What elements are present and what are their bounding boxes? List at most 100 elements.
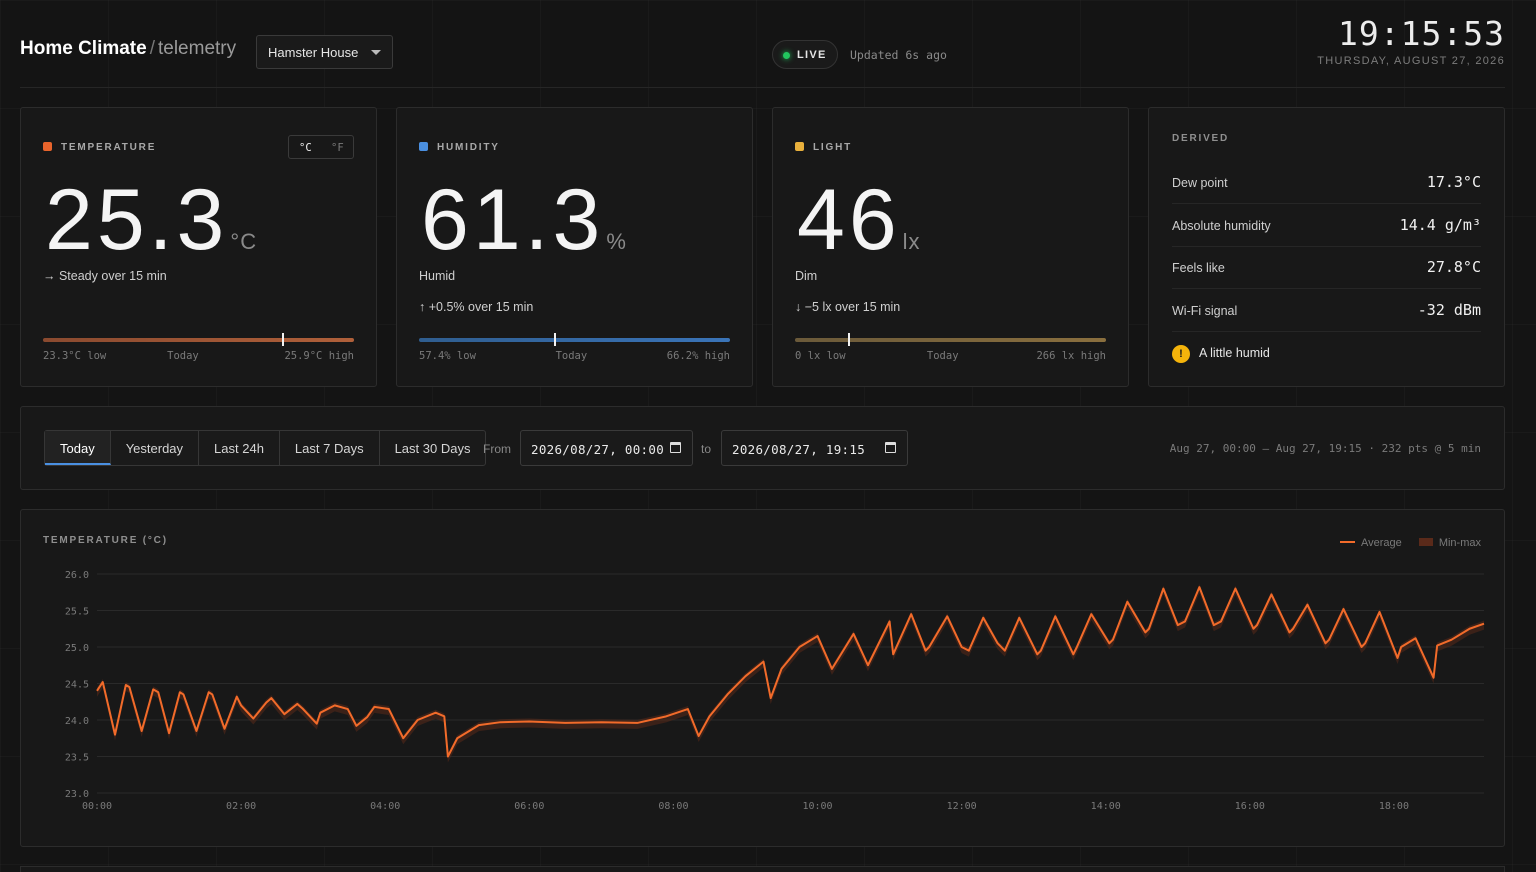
live-label: LIVE — [797, 49, 827, 61]
temperature-range-bar — [43, 333, 354, 346]
temperature-range-mid: Today — [167, 350, 199, 362]
humidity-title-text: HUMIDITY — [437, 142, 500, 153]
derived-title: DERIVED — [1172, 133, 1230, 144]
derived-row-wifi-signal: Wi-Fi signal -32 dBm — [1172, 289, 1481, 332]
from-datetime-value: 2026/08/27, 00:00 — [531, 442, 665, 457]
derived-value: 14.4 g/m³ — [1399, 216, 1481, 234]
next-card-edge — [20, 866, 1505, 872]
temperature-value-row: 25.3°C — [45, 170, 257, 292]
tab-last-24h[interactable]: Last 24h — [199, 431, 280, 465]
derived-value: 17.3°C — [1426, 173, 1481, 191]
temperature-title: TEMPERATURE — [43, 142, 156, 153]
temperature-swatch-icon — [43, 142, 52, 151]
chart-legend: Average Min-max — [1339, 537, 1481, 549]
light-unit: lx — [902, 229, 921, 254]
humidity-value: 61.3 — [421, 172, 605, 268]
temperature-chart-card: TEMPERATURE (°C) Average Min-max 26.0 25.… — [20, 509, 1505, 847]
x-tick-label: 02:00 — [226, 801, 256, 812]
humidity-swatch-icon — [419, 142, 428, 151]
y-tick-label: 25.5 — [65, 607, 89, 618]
chevron-down-icon — [371, 50, 381, 55]
x-tick-label: 18:00 — [1379, 801, 1409, 812]
temperature-range-marker — [282, 333, 285, 346]
calendar-icon[interactable] — [670, 442, 681, 453]
light-value-row: 46lx — [797, 170, 921, 292]
humidity-value-row: 61.3% — [421, 170, 627, 292]
derived-value: -32 dBm — [1417, 301, 1481, 319]
light-title-text: LIGHT — [813, 142, 852, 153]
humidity-unit: % — [606, 229, 627, 254]
average-series-line — [96, 586, 1485, 758]
temperature-chart[interactable]: 26.0 25.5 25.0 24.5 24.0 23.5 23.000:00 02:00 04… — [21, 510, 1506, 848]
calendar-icon[interactable] — [885, 442, 896, 453]
tab-last-7-days[interactable]: Last 7 Days — [280, 431, 380, 465]
humidity-trend: ↑ +0.5% over 15 min — [419, 300, 534, 314]
temperature-value: 25.3 — [45, 172, 229, 268]
location-select-value: Hamster House — [268, 45, 359, 60]
y-tick-label: 24.5 — [65, 680, 89, 691]
y-tick-label: 26.0 — [65, 570, 89, 581]
light-range-mid: Today — [926, 350, 959, 362]
warning-text: A little humid — [1199, 346, 1270, 360]
app-title: Home Climate — [20, 38, 147, 59]
x-tick-label: 10:00 — [802, 801, 832, 812]
humidity-warning: ! A little humid — [1172, 345, 1270, 363]
temperature-card: TEMPERATURE °C °F 25.3°C → Steady over 1… — [20, 107, 377, 387]
tab-yesterday[interactable]: Yesterday — [111, 431, 200, 465]
humidity-range-marker — [554, 333, 557, 346]
derived-label: Feels like — [1172, 261, 1225, 275]
range-summary: Aug 27, 00:00 — Aug 27, 19:15 · 232 pts … — [1169, 442, 1481, 455]
app-subtitle: telemetry — [157, 38, 237, 59]
humidity-status: Humid — [419, 269, 456, 283]
derived-row-dew-point: Dew point 17.3°C — [1172, 161, 1481, 204]
derived-card: DERIVED Dew point 17.3°C Absolute humidi… — [1148, 107, 1505, 387]
x-tick-label: 08:00 — [658, 801, 688, 812]
to-datetime-input[interactable]: 2026/08/27, 19:15 — [721, 430, 908, 466]
light-card: LIGHT 46lx Dim ↓ −5 lx over 15 min 0 lx … — [772, 107, 1129, 387]
x-tick-label: 16:00 — [1235, 801, 1265, 812]
location-select[interactable]: Hamster House — [256, 35, 393, 69]
x-tick-label: 04:00 — [370, 801, 400, 812]
light-range-marker — [847, 333, 850, 346]
light-high: 266 lx high — [1036, 350, 1106, 362]
unit-celsius-button[interactable]: °C — [299, 142, 312, 154]
legend-average-swatch — [1339, 541, 1355, 543]
humidity-range-bar — [419, 333, 730, 346]
unit-toggle: °C °F — [288, 135, 354, 159]
tab-last-30-days[interactable]: Last 30 Days — [394, 441, 471, 456]
to-label: to — [701, 442, 712, 456]
light-value: 46 — [797, 172, 901, 268]
range-toolbar: Today Yesterday Last 24h Last 7 Days Las… — [20, 406, 1505, 490]
clock: 19:15:53 — [1338, 14, 1505, 53]
app-header: Home Climate / telemetry Hamster House LIV… — [20, 0, 1505, 88]
temperature-trend: → Steady over 15 min — [43, 269, 167, 283]
humidity-range-mid: Today — [555, 350, 588, 362]
legend-minmax: Min-max — [1438, 537, 1481, 549]
derived-value: 27.8°C — [1426, 258, 1481, 276]
temperature-unit: °C — [230, 229, 258, 254]
humidity-high: 66.2% high — [666, 350, 730, 362]
temperature-high: 25.9°C high — [284, 350, 354, 362]
humidity-card: HUMIDITY 61.3% Humid ↑ +0.5% over 15 min… — [396, 107, 753, 387]
derived-label: Dew point — [1172, 176, 1228, 190]
updated-text: Updated 6s ago — [850, 48, 947, 62]
tab-today[interactable]: Today — [45, 431, 111, 465]
y-tick-label: 24.0 — [65, 716, 89, 727]
brand: Home Climate / telemetry — [20, 38, 236, 60]
from-datetime-input[interactable]: 2026/08/27, 00:00 — [520, 430, 693, 466]
y-tick-label: 25.0 — [65, 643, 89, 654]
x-tick-label: 14:00 — [1091, 801, 1121, 812]
temperature-title-text: TEMPERATURE — [61, 142, 157, 153]
legend-minmax-swatch — [1418, 538, 1433, 546]
light-status: Dim — [795, 269, 818, 283]
x-tick-label: 12:00 — [947, 801, 977, 812]
light-low: 0 lx low — [795, 350, 846, 362]
date-label: THURSDAY, AUGUST 27, 2026 — [1317, 55, 1505, 67]
warning-icon: ! — [1172, 345, 1190, 363]
chart-title: TEMPERATURE (°C) — [43, 535, 168, 546]
derived-label: Wi-Fi signal — [1172, 304, 1238, 318]
unit-fahrenheit-button[interactable]: °F — [331, 142, 344, 154]
from-label: From — [483, 442, 511, 456]
light-trend: ↓ −5 lx over 15 min — [795, 300, 901, 314]
y-tick-label: 23.0 — [65, 789, 89, 800]
